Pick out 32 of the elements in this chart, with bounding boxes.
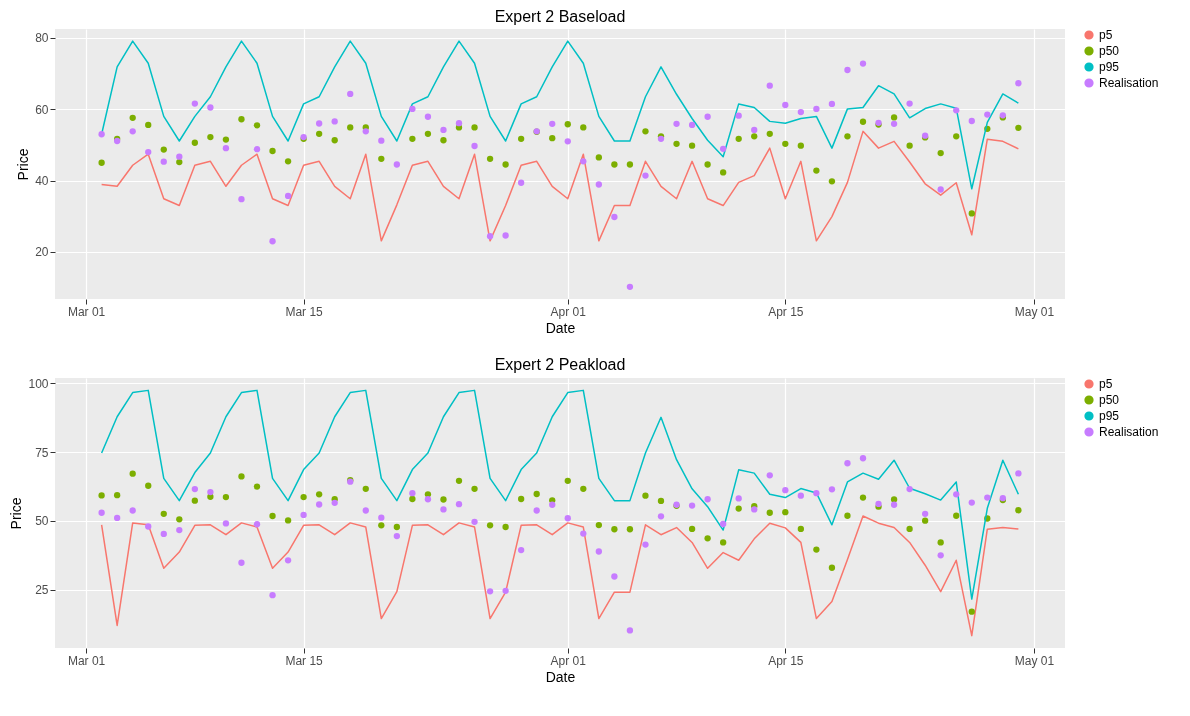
legend-label: p95: [1099, 60, 1120, 74]
chart-title: Expert 2 Baseload: [494, 8, 626, 25]
x-tick-label: Mar 15: [285, 653, 324, 668]
x-axis-title: Date: [545, 319, 576, 336]
legend-label: Realisation: [1099, 76, 1159, 90]
x-tick-label: Mar 01: [67, 304, 106, 319]
x-tick-label: Apr 01: [550, 304, 587, 319]
y-tick-label: 50: [35, 514, 49, 529]
x-axis-title: Date: [545, 668, 576, 685]
y-tick-label: 60: [35, 102, 49, 117]
x-tick-label: Apr 01: [550, 653, 587, 668]
x-tick-label: Apr 15: [768, 653, 804, 668]
x-tick-label: Mar 01: [67, 653, 106, 668]
x-tick-label: Mar 15: [285, 304, 324, 319]
legend-label: p95: [1099, 409, 1120, 423]
legend-label: Realisation: [1099, 425, 1159, 439]
y-tick-label: 100: [28, 377, 49, 391]
x-tick-label: May 01: [1014, 304, 1055, 319]
legend-label: p50: [1099, 44, 1120, 58]
y-tick-label: 25: [35, 583, 49, 598]
y-axis-title: Price: [8, 497, 25, 530]
x-tick-label: May 01: [1014, 653, 1055, 668]
legend-label: p5: [1099, 28, 1113, 42]
y-tick-label: 80: [35, 31, 49, 46]
y-tick-label: 40: [35, 174, 49, 189]
legend-label: p50: [1099, 393, 1120, 407]
y-tick-label: 75: [35, 445, 49, 460]
chart-title: Expert 2 Peakload: [494, 356, 626, 374]
legend-label: p5: [1099, 377, 1113, 391]
y-tick-label: 20: [35, 245, 49, 260]
y-axis-title: Price: [15, 148, 32, 181]
x-tick-label: Apr 15: [768, 304, 804, 319]
